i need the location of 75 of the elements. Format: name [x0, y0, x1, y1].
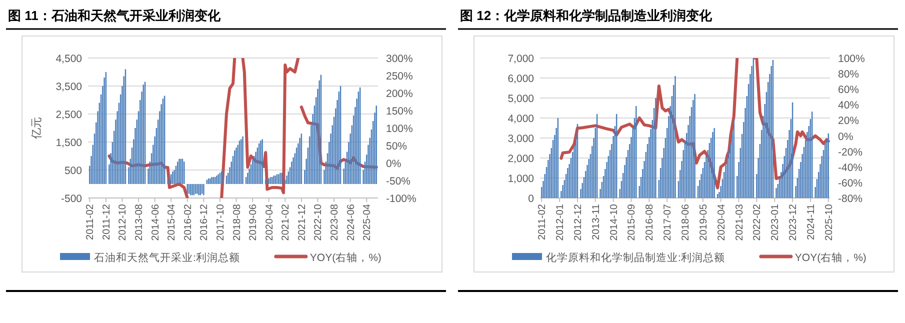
y2-tick-label: 50% — [386, 140, 408, 152]
y2-tick-label: 0% — [386, 158, 402, 170]
y2-tick-label: -20% — [838, 146, 863, 158]
y-tick-label: 2,500 — [56, 109, 82, 121]
x-tick-label: 2013-11 — [590, 204, 602, 240]
x-tick-label: 2012-10 — [118, 204, 129, 241]
legend-label: YOY(右轴，%) — [310, 251, 382, 264]
y2-tick-label: 40% — [838, 100, 860, 112]
x-tick-label: 2020-04 — [716, 204, 728, 241]
y2-tick-label: 250% — [386, 70, 413, 82]
x-tick-label: 2011-12 — [101, 204, 112, 240]
x-tick-label: 2017-10 — [215, 204, 226, 241]
y-tick-label: 7,000 — [508, 53, 534, 65]
x-tick-label: 2016-12 — [199, 204, 210, 241]
y2-tick-label: 300% — [386, 53, 413, 65]
y-tick-label: 4,000 — [508, 113, 534, 125]
y2-tick-label: -80% — [838, 193, 863, 205]
x-tick-label: 2014-10 — [608, 204, 620, 241]
x-tick-label: 2021-02 — [280, 204, 292, 241]
y2-tick-label: 200% — [386, 88, 413, 100]
y-axis-title: 亿元 — [31, 117, 43, 140]
y2-tick-label: -60% — [838, 177, 863, 190]
y2-tick-label: -100% — [386, 193, 416, 205]
x-tick-label: 2016-02 — [182, 204, 194, 241]
x-tick-label: 2015-04 — [166, 204, 178, 241]
y-tick-label: 5,000 — [508, 93, 534, 105]
x-tick-label: 2021-03 — [734, 204, 746, 241]
y2-tick-label: -50% — [386, 176, 411, 188]
legend-label: 石油和天然气开采业:利润总额 — [94, 251, 240, 264]
y-tick-label: 2,000 — [508, 153, 534, 165]
x-tick-label: 2024-11 — [806, 204, 817, 240]
y-tick-label: 1,000 — [508, 173, 534, 185]
y-tick-label: 6,000 — [508, 73, 534, 85]
legend-label: 化学原料和化学制品制造业:利润总额 — [546, 251, 725, 264]
x-tick-label: 2022-10 — [313, 204, 324, 241]
y2-tick-label: 20% — [838, 115, 860, 128]
y-tick-label: -500 — [60, 193, 82, 205]
x-tick-label: 2023-12 — [788, 204, 800, 241]
chart-title: 图 12：化学原料和化学制品制造业利润变化 — [460, 8, 714, 23]
x-tick-label: 2012-12 — [572, 204, 584, 241]
y-tick-label: 1,500 — [56, 137, 82, 149]
x-tick-label: 2012-01 — [555, 204, 566, 241]
x-tick-label: 2013-08 — [134, 204, 146, 241]
x-tick-label: 2017-07 — [662, 204, 674, 241]
y2-tick-label: 100% — [386, 123, 413, 135]
x-tick-label: 2019-06 — [248, 204, 260, 241]
y2-tick-label: -40% — [838, 162, 863, 174]
chart-title: 图 11：石油和天然气开采业利润变化 — [8, 8, 222, 23]
y2-tick-label: 100% — [838, 53, 865, 65]
x-tick-label: 2025-10 — [824, 204, 835, 241]
x-tick-label: 2021-12 — [296, 204, 308, 241]
x-tick-label: 2011-02 — [537, 204, 548, 240]
x-tick-label: 2011-02 — [85, 204, 96, 240]
x-tick-label: 2016-08 — [644, 204, 656, 241]
y-tick-label: 4,500 — [56, 53, 82, 65]
y2-tick-label: 80% — [838, 68, 860, 81]
y-tick-label: 500 — [64, 165, 82, 177]
x-tick-label: 2020-04 — [264, 204, 276, 241]
y-tick-label: 3,000 — [508, 133, 534, 145]
x-tick-label: 2014-06 — [150, 204, 162, 241]
y2-tick-label: 150% — [386, 106, 413, 118]
y2-tick-label: 0% — [838, 130, 854, 143]
x-tick-label: 2023-08 — [330, 204, 341, 241]
x-tick-label: 2018-08 — [232, 204, 243, 241]
y-tick-label: 0 — [528, 193, 534, 205]
x-tick-label: 2015-09 — [626, 204, 638, 241]
x-tick-label: 2019-05 — [698, 204, 710, 241]
y2-tick-label: 60% — [838, 84, 860, 96]
x-tick-label: 2024-06 — [346, 204, 357, 241]
y-tick-label: 3,500 — [56, 81, 82, 93]
x-tick-label: 2022-02 — [752, 204, 764, 241]
x-tick-label: 2023-01 — [770, 204, 782, 241]
x-tick-label: 2018-06 — [680, 204, 692, 241]
legend-label: YOY(右轴，%) — [794, 251, 866, 264]
x-tick-label: 2025-04 — [362, 204, 374, 241]
